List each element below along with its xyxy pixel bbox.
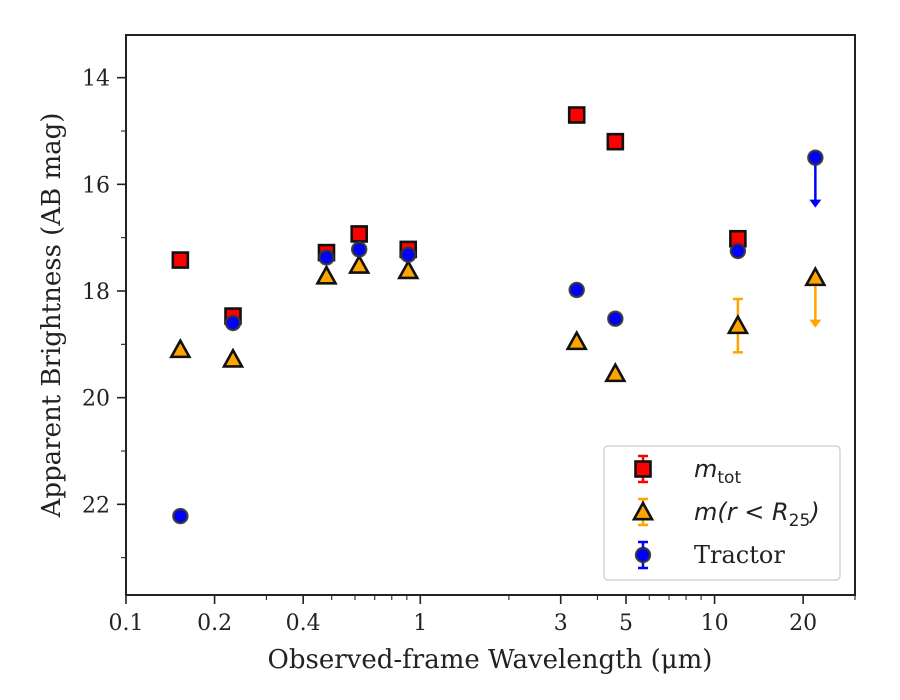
y-tick-label: 18 <box>82 280 110 305</box>
legend-label: mtot <box>694 455 741 488</box>
x-tick-label: 0.4 <box>286 611 321 636</box>
data-point <box>729 242 747 260</box>
data-point <box>169 337 192 359</box>
y-tick-label: 22 <box>82 493 110 518</box>
upper-limit-arrow-head <box>809 319 822 328</box>
data-point <box>604 361 627 383</box>
chart-marks <box>169 106 827 525</box>
y-tick-label: 20 <box>82 387 110 412</box>
data-point <box>607 310 624 327</box>
data-point <box>400 246 417 263</box>
plot-frame <box>125 34 856 596</box>
x-axis: 0.1 0.2 0.4 1 3 5 10 20 <box>109 595 856 636</box>
data-point <box>565 329 588 351</box>
data-point <box>171 251 190 269</box>
legend-marker <box>631 500 655 521</box>
data-point <box>172 507 189 525</box>
legend: mtot m(r < R25) Tractor <box>603 445 841 581</box>
legend-marker <box>634 546 652 564</box>
x-tick-label: 5 <box>619 611 633 636</box>
legend-label: Tractor <box>694 541 785 569</box>
series-2 <box>172 149 824 525</box>
y-tick-label: 14 <box>82 67 110 92</box>
x-axis-label: Observed-frame Wavelength (μm) <box>268 645 713 675</box>
data-point <box>804 265 827 287</box>
x-tick-label: 20 <box>789 611 817 636</box>
data-point <box>224 314 242 332</box>
data-point <box>318 249 335 266</box>
data-point <box>221 347 245 368</box>
data-point <box>350 225 368 243</box>
legend-entry-0: mtot <box>634 454 741 488</box>
data-point <box>567 106 586 124</box>
data-point <box>726 313 750 335</box>
legend-box <box>603 445 841 581</box>
legend-entry-2: Tractor <box>634 540 785 570</box>
legend-entries: mtot m(r < R25) Tractor <box>631 454 820 570</box>
y-tick-label: 16 <box>82 173 110 198</box>
x-tick-label: 0.2 <box>197 611 232 636</box>
x-tick-label: 0.1 <box>109 611 144 636</box>
upper-limit-arrow-head <box>809 199 822 208</box>
data-point <box>315 264 338 285</box>
legend-entry-1: m(r < R25) <box>631 497 820 531</box>
data-point <box>807 149 824 166</box>
data-point <box>350 241 368 258</box>
data-point <box>397 259 420 280</box>
legend-marker <box>634 460 652 478</box>
data-point <box>568 281 585 299</box>
y-axis: 14 16 18 20 22 <box>82 67 126 559</box>
series-0 <box>171 106 747 325</box>
data-point <box>606 132 625 151</box>
y-axis-label: Apparent Brightness (AB mag) <box>37 113 67 519</box>
legend-label: m(r < R25) <box>694 498 820 531</box>
data-point <box>347 253 371 274</box>
x-tick-label: 3 <box>554 611 568 636</box>
x-tick-label: 10 <box>701 611 729 636</box>
series-1 <box>169 253 827 383</box>
x-tick-label: 1 <box>413 611 427 636</box>
